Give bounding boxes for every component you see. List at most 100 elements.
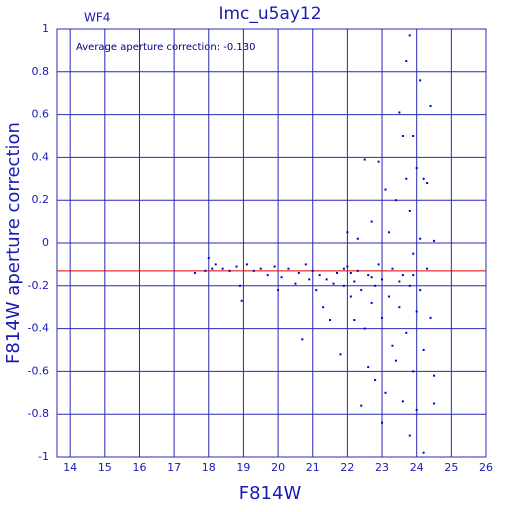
x-tick-label: 20 xyxy=(271,461,285,474)
point xyxy=(398,306,401,309)
point xyxy=(391,267,394,270)
point xyxy=(349,271,352,274)
point xyxy=(408,34,411,37)
point xyxy=(433,374,436,377)
point xyxy=(433,402,436,405)
point xyxy=(335,271,338,274)
point xyxy=(342,267,345,270)
point xyxy=(433,239,436,242)
point xyxy=(349,295,352,298)
point xyxy=(405,177,408,180)
point xyxy=(214,263,217,266)
point xyxy=(381,316,384,319)
y-tick-label: -0.4 xyxy=(28,322,49,335)
y-axis-label: F814W aperture correction xyxy=(3,122,24,364)
y-tick-label: 0.2 xyxy=(32,193,50,206)
point xyxy=(322,306,325,309)
point xyxy=(401,135,404,137)
point xyxy=(204,269,207,272)
y-tick-label: -0.8 xyxy=(28,407,49,420)
point xyxy=(346,265,349,268)
point xyxy=(273,265,276,268)
y-tick-label: 0.4 xyxy=(32,150,50,163)
point xyxy=(207,256,210,259)
point xyxy=(245,263,248,266)
point xyxy=(221,267,224,270)
point xyxy=(297,271,300,274)
point xyxy=(238,284,241,287)
point xyxy=(415,310,418,313)
y-tick-label: 0 xyxy=(42,236,49,249)
point xyxy=(415,167,418,170)
x-tick-label: 22 xyxy=(340,461,354,474)
point xyxy=(412,252,415,255)
x-tick-label: 18 xyxy=(202,461,216,474)
point xyxy=(384,391,387,394)
point xyxy=(412,135,415,137)
annotation: Average aperture correction: -0.130 xyxy=(76,42,256,53)
point xyxy=(419,289,422,292)
x-axis-label: F814W xyxy=(239,483,302,504)
point xyxy=(360,289,363,292)
point xyxy=(252,269,255,272)
point xyxy=(422,177,425,180)
point xyxy=(235,265,238,268)
x-tick-label: 16 xyxy=(132,461,146,474)
point xyxy=(384,188,387,191)
point xyxy=(367,366,370,369)
point xyxy=(408,209,411,212)
x-tick-label: 14 xyxy=(63,461,77,474)
point xyxy=(381,421,384,424)
point xyxy=(363,158,366,161)
y-tick-label: -0.2 xyxy=(28,279,49,292)
x-tick-label: 21 xyxy=(306,461,320,474)
point xyxy=(240,299,243,302)
point xyxy=(287,267,290,270)
point xyxy=(211,267,214,270)
point xyxy=(401,400,404,403)
y-tick-label: -0.6 xyxy=(28,364,49,377)
point xyxy=(391,344,394,347)
y-tick-label: 1 xyxy=(42,22,49,35)
point xyxy=(277,289,280,292)
point xyxy=(387,295,390,298)
point xyxy=(353,319,356,322)
point xyxy=(363,327,366,330)
point xyxy=(429,316,432,319)
y-tick-label: -1 xyxy=(38,450,49,463)
point xyxy=(398,280,401,283)
point xyxy=(394,199,397,202)
point xyxy=(367,274,370,277)
point xyxy=(329,319,332,322)
point xyxy=(360,404,363,407)
point xyxy=(374,284,377,287)
point xyxy=(401,274,404,277)
point xyxy=(412,274,415,277)
point xyxy=(325,278,328,281)
point xyxy=(426,267,429,270)
y-tick-label: 0.8 xyxy=(32,65,50,78)
x-tick-label: 17 xyxy=(167,461,181,474)
point xyxy=(377,160,380,163)
point xyxy=(419,79,422,82)
x-tick-label: 15 xyxy=(98,461,112,474)
point xyxy=(370,220,373,223)
point xyxy=(315,289,318,292)
point xyxy=(408,434,411,437)
chart-title: Imc_u5ay12 xyxy=(218,4,321,24)
point xyxy=(280,276,283,279)
point xyxy=(266,274,269,277)
point xyxy=(342,284,345,287)
x-tick-label: 19 xyxy=(236,461,250,474)
point xyxy=(370,276,373,279)
x-tick-label: 23 xyxy=(375,461,389,474)
point xyxy=(374,378,377,381)
x-tick-label: 26 xyxy=(479,461,493,474)
point xyxy=(332,282,335,285)
point xyxy=(419,237,422,240)
point xyxy=(408,284,411,287)
point xyxy=(346,231,349,234)
point xyxy=(394,359,397,362)
x-tick-label: 25 xyxy=(444,461,458,474)
